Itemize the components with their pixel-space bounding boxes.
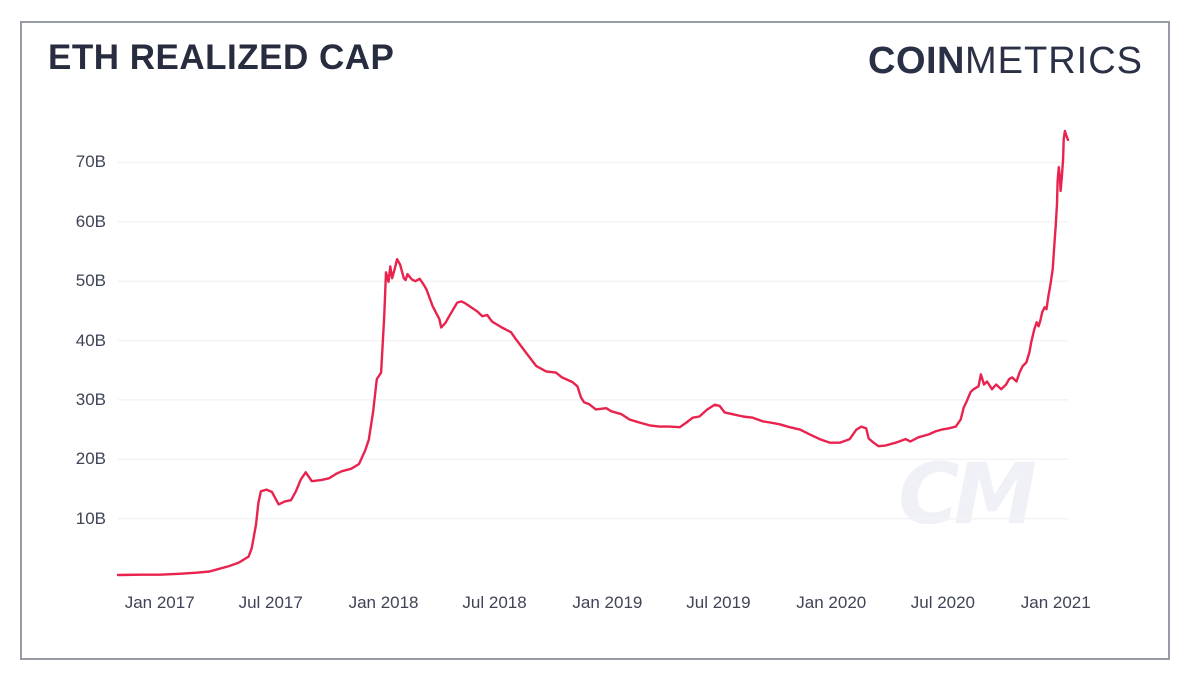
series-line <box>116 129 1070 577</box>
logo-coin-text: COIN <box>868 40 965 82</box>
chart-title: ETH REALIZED CAP <box>48 38 395 77</box>
logo-metrics-text: METRICS <box>965 40 1143 82</box>
line-chart <box>116 129 1070 577</box>
coinmetrics-logo: COINMETRICS <box>868 40 1143 83</box>
gridlines <box>118 161 1068 520</box>
